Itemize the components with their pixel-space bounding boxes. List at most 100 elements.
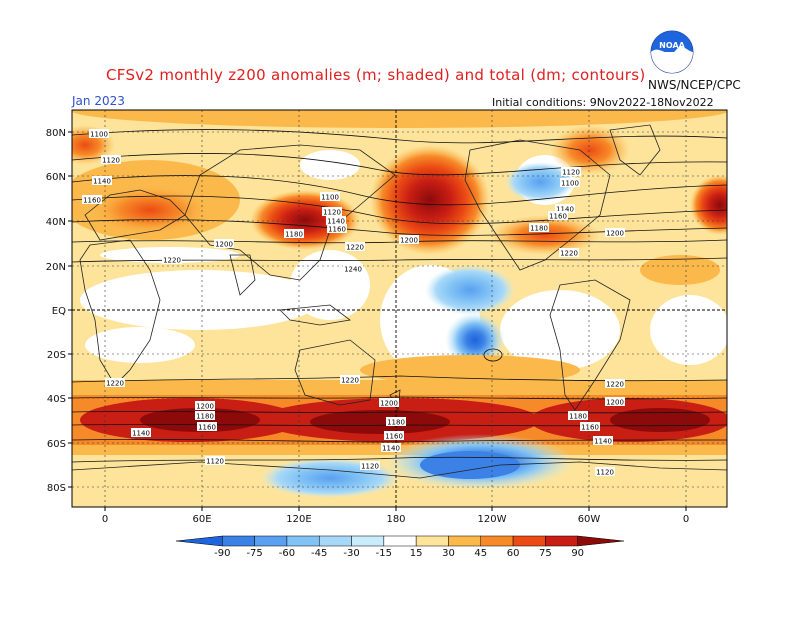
contour-label: 1120 — [596, 469, 614, 477]
colorbar-swatch — [254, 535, 288, 547]
map-frame — [71, 109, 728, 508]
contour-label-box — [197, 422, 217, 431]
contour-label: 1180 — [530, 225, 548, 233]
contour-label-box — [195, 411, 215, 420]
colorbar-swatch — [577, 535, 625, 547]
contour-label: 1180 — [569, 413, 587, 421]
colorbar-swatch — [415, 535, 449, 547]
contour-label-box — [101, 155, 121, 164]
contour-label-box — [593, 436, 613, 445]
contour-label-box — [326, 216, 346, 225]
contour-label-box — [345, 242, 365, 251]
lat-label: 40N — [46, 217, 66, 228]
contour-label-box — [343, 264, 363, 273]
lon-label: 0 — [683, 514, 689, 525]
noaa-logo: NOAA — [650, 30, 694, 74]
contour-label-box — [548, 211, 568, 220]
lat-label: 60S — [47, 439, 66, 450]
colorbar-swatch — [448, 535, 482, 547]
initial-conditions: Initial conditions: 9Nov2022-18Nov2022 — [492, 96, 714, 109]
contour-label-box — [559, 248, 579, 257]
contour-label: 1100 — [90, 131, 108, 139]
colorbar-label: 90 — [571, 548, 584, 559]
contour-label-box — [195, 401, 215, 410]
contour-label: 1200 — [606, 230, 624, 238]
contour-label: 1200 — [215, 241, 233, 249]
equator-dateline — [72, 110, 727, 507]
colorbar-swatch — [351, 535, 385, 547]
contour-label: 1180 — [196, 413, 214, 421]
contour-label-box — [605, 228, 625, 237]
chart-title: CFSv2 monthly z200 anomalies (m; shaded)… — [106, 66, 646, 84]
contour-label: 1140 — [327, 218, 345, 226]
contour-label-box — [214, 239, 234, 248]
north-america-outline — [464, 139, 611, 271]
contour-label: 1160 — [549, 213, 567, 221]
lon-label: 0 — [102, 514, 108, 525]
lat-label: 60N — [46, 172, 66, 183]
latitude-labels: 80N 60N 40N 20N EQ 20S 40S 60S 80S — [46, 128, 72, 494]
contour-label-box — [386, 417, 406, 426]
colorbar: -90 -75 -60 -45 -30 -15 15 30 45 60 75 90 — [175, 535, 625, 559]
colorbar-swatch — [175, 535, 223, 547]
contour-label: 1140 — [382, 445, 400, 453]
contour-label: 1140 — [93, 178, 111, 186]
contour-label-box — [131, 428, 151, 437]
colorbar-swatch — [545, 535, 578, 547]
colorbar-swatch — [512, 535, 546, 547]
contour-label: 1100 — [321, 194, 339, 202]
contour-label: 1180 — [285, 231, 303, 239]
lat-label: 20S — [47, 350, 66, 361]
lon-label: 180 — [386, 514, 405, 525]
lat-label: EQ — [52, 306, 66, 317]
contour-label-box — [605, 379, 625, 388]
lat-label: 40S — [47, 394, 66, 405]
forecast-month: Jan 2023 — [72, 94, 125, 108]
contour-label-box — [580, 422, 600, 431]
colorbar-label: 30 — [442, 548, 455, 559]
contour-label-box — [322, 207, 342, 216]
contour-label-box — [384, 431, 404, 440]
colorbar-swatch — [286, 535, 320, 547]
contour-label-box — [529, 223, 549, 232]
contour-label: 1140 — [132, 430, 150, 438]
colorbar-label: -30 — [343, 548, 359, 559]
contour-label: 1160 — [83, 197, 101, 205]
contour-label: 1200 — [400, 237, 418, 245]
contour-label-box — [561, 167, 581, 176]
india-outline — [229, 254, 256, 296]
contour-label: 1120 — [206, 458, 224, 466]
colorbar-label: -60 — [279, 548, 295, 559]
contour-label-box — [595, 467, 615, 476]
contour-label: 1220 — [163, 257, 181, 265]
contour-label-box — [360, 461, 380, 470]
africa-outline — [79, 239, 161, 386]
contour-label: 1240 — [344, 266, 362, 274]
colorbar-label: 75 — [539, 548, 552, 559]
contour-label: 1220 — [341, 377, 359, 385]
contour-label-box — [320, 192, 340, 201]
contour-label-box — [555, 204, 575, 213]
contour-label: 1200 — [606, 399, 624, 407]
colorbar-swatch — [383, 535, 417, 547]
lat-label: 20N — [46, 262, 66, 273]
lat-label: 80N — [46, 128, 66, 139]
australia-outline — [294, 339, 376, 406]
contour-label: 1160 — [385, 433, 403, 441]
contour-label-box — [327, 224, 347, 233]
contour-label: 1160 — [198, 424, 216, 432]
colorbar-swatch — [318, 535, 352, 547]
colorbar-label: 60 — [507, 548, 520, 559]
contour-label-box — [105, 378, 125, 387]
colorbar-label: -90 — [214, 548, 230, 559]
contour-label-box — [284, 229, 304, 238]
nh-negative-anomalies — [425, 162, 575, 368]
contour-label: 1120 — [361, 463, 379, 471]
contour-label-box — [340, 375, 360, 384]
contour-label: 1220 — [606, 381, 624, 389]
lon-label: 120E — [286, 514, 311, 525]
contour-label: 1200 — [196, 403, 214, 411]
